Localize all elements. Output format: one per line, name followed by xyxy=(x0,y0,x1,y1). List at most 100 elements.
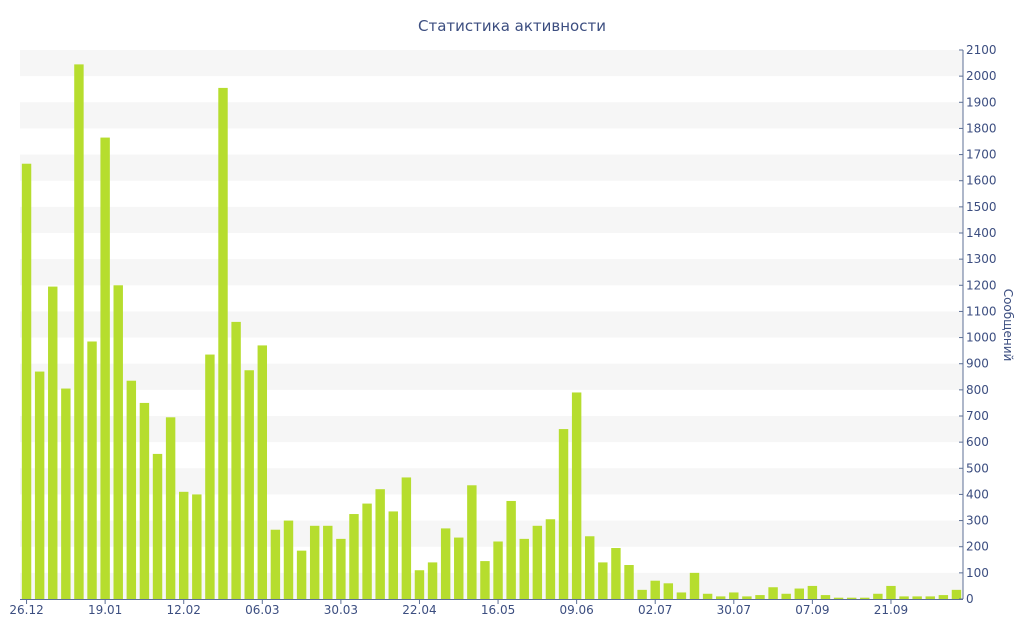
bar[interactable] xyxy=(48,286,58,599)
bar[interactable] xyxy=(925,596,935,599)
bar[interactable] xyxy=(113,285,123,599)
bar[interactable] xyxy=(729,592,739,599)
bar[interactable] xyxy=(427,562,438,599)
bar[interactable] xyxy=(663,583,674,599)
bar[interactable] xyxy=(205,354,215,599)
bar[interactable] xyxy=(611,548,621,599)
bar[interactable] xyxy=(846,597,857,599)
bar[interactable] xyxy=(912,596,922,599)
bar[interactable] xyxy=(938,595,949,599)
bar[interactable] xyxy=(323,525,333,599)
y-tick-label: 0 xyxy=(966,592,974,606)
bar[interactable] xyxy=(860,597,870,599)
bar[interactable] xyxy=(218,87,228,599)
chart-title: Статистика активности xyxy=(418,17,606,35)
y-tick-label: 900 xyxy=(966,357,989,371)
bar[interactable] xyxy=(899,596,909,599)
bar[interactable] xyxy=(951,589,962,599)
x-tick-label: 30.03 xyxy=(324,603,358,617)
bar[interactable] xyxy=(820,595,831,599)
y-tick-label: 500 xyxy=(966,461,989,475)
bar[interactable] xyxy=(454,537,464,599)
grid-band xyxy=(20,468,963,495)
x-tick-label: 06.03 xyxy=(245,603,279,617)
bar[interactable] xyxy=(650,580,660,599)
bar[interactable] xyxy=(375,489,385,599)
bar[interactable] xyxy=(886,585,896,599)
bar[interactable] xyxy=(532,525,543,599)
grid-band xyxy=(20,311,963,338)
bar[interactable] xyxy=(179,491,189,599)
y-tick-label: 1400 xyxy=(966,226,997,240)
bar[interactable] xyxy=(401,477,412,599)
bar[interactable] xyxy=(781,593,791,599)
bar[interactable] xyxy=(676,592,687,599)
bar[interactable] xyxy=(309,525,320,599)
bar[interactable] xyxy=(362,503,372,599)
bar[interactable] xyxy=(493,541,503,599)
bar[interactable] xyxy=(519,538,529,599)
bar[interactable] xyxy=(807,585,818,599)
bar[interactable] xyxy=(715,596,726,599)
bar[interactable] xyxy=(873,593,883,599)
bar[interactable] xyxy=(192,494,202,599)
bar[interactable] xyxy=(126,380,137,599)
bar[interactable] xyxy=(506,500,516,599)
bar[interactable] xyxy=(598,562,608,599)
grid-band xyxy=(20,50,963,77)
bar[interactable] xyxy=(702,593,713,599)
bar[interactable] xyxy=(244,370,254,599)
y-tick-label: 700 xyxy=(966,409,989,423)
x-tick-label: 16.05 xyxy=(481,603,515,617)
bar[interactable] xyxy=(61,388,71,599)
bar[interactable] xyxy=(270,529,281,599)
bar[interactable] xyxy=(21,163,32,599)
bar[interactable] xyxy=(742,596,752,599)
bar[interactable] xyxy=(768,587,778,599)
bar[interactable] xyxy=(637,589,647,599)
x-tick-label: 22.04 xyxy=(402,603,436,617)
y-tick-label: 2000 xyxy=(966,69,997,83)
bar[interactable] xyxy=(414,570,425,599)
bar[interactable] xyxy=(139,402,150,599)
bar[interactable] xyxy=(794,588,804,599)
bar[interactable] xyxy=(87,341,97,599)
bar[interactable] xyxy=(34,371,45,599)
bar[interactable] xyxy=(152,453,163,599)
bar[interactable] xyxy=(558,429,569,599)
x-tick-label: 02.07 xyxy=(638,603,672,617)
bar[interactable] xyxy=(545,519,556,599)
y-tick-label: 1000 xyxy=(966,331,997,345)
bar[interactable] xyxy=(624,565,634,599)
bar[interactable] xyxy=(100,137,110,599)
bar[interactable] xyxy=(257,345,268,599)
y-tick-label: 2100 xyxy=(966,43,997,57)
bar[interactable] xyxy=(165,417,176,599)
bar[interactable] xyxy=(283,520,294,599)
grid-bands xyxy=(20,50,963,599)
bar[interactable] xyxy=(833,597,844,599)
bar[interactable] xyxy=(231,321,241,599)
x-tick-label: 12.02 xyxy=(167,603,201,617)
bar[interactable] xyxy=(467,485,477,599)
bar[interactable] xyxy=(349,514,359,599)
bar[interactable] xyxy=(571,392,582,599)
grid-band xyxy=(20,102,963,129)
bar[interactable] xyxy=(755,595,765,599)
bar[interactable] xyxy=(440,528,451,599)
y-tick-label: 800 xyxy=(966,383,989,397)
y-tick-label: 1600 xyxy=(966,174,997,188)
bar[interactable] xyxy=(585,536,595,599)
y-tick-label: 1100 xyxy=(966,304,997,318)
y-tick-label: 1500 xyxy=(966,200,997,214)
bar[interactable] xyxy=(296,550,307,599)
bar[interactable] xyxy=(388,511,398,599)
grid-band xyxy=(20,259,963,286)
x-tick-label: 26.12 xyxy=(9,603,43,617)
bar[interactable] xyxy=(480,561,490,599)
bar[interactable] xyxy=(336,538,346,599)
bar[interactable] xyxy=(689,572,700,599)
bar[interactable] xyxy=(74,64,84,599)
y-axis-label: Сообщений xyxy=(1001,289,1015,362)
